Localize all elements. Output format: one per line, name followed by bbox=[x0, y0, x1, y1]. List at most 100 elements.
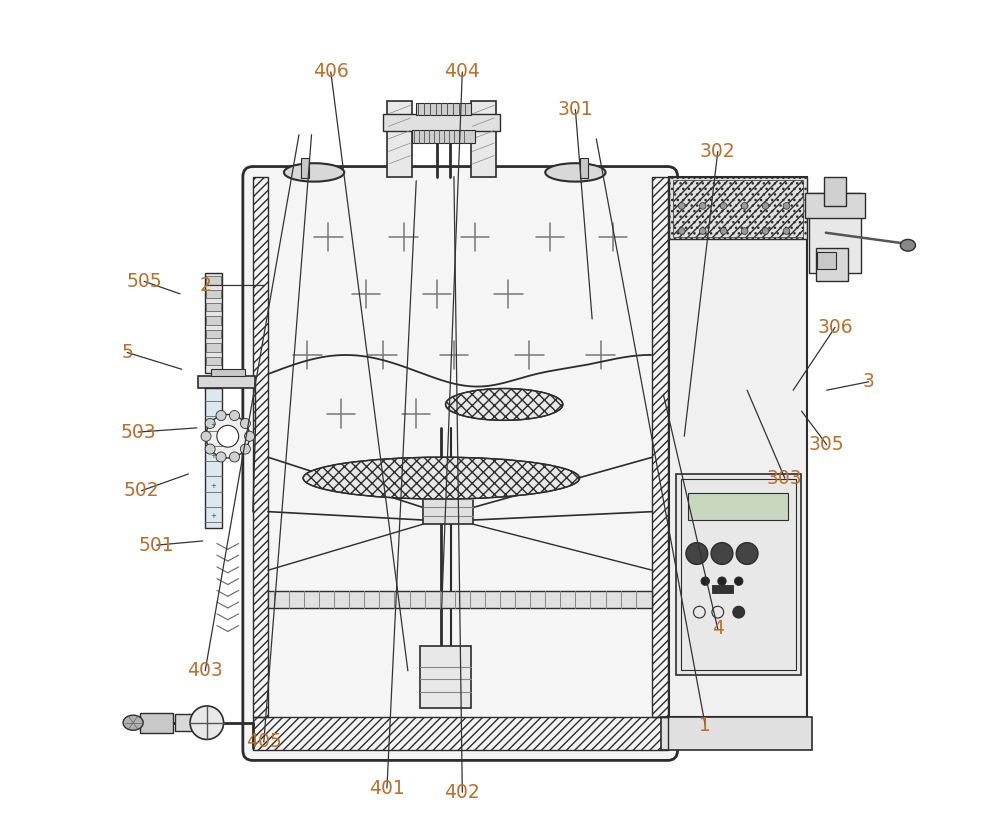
Bar bbox=[661, 717, 812, 750]
Bar bbox=[673, 180, 803, 237]
Text: 404: 404 bbox=[444, 62, 480, 81]
Bar bbox=[253, 176, 268, 717]
Bar bbox=[688, 493, 788, 520]
Bar bbox=[253, 717, 668, 750]
Circle shape bbox=[205, 444, 215, 454]
Bar bbox=[824, 176, 846, 206]
Circle shape bbox=[216, 410, 226, 420]
Bar bbox=[206, 330, 221, 338]
Circle shape bbox=[229, 452, 240, 462]
Bar bbox=[387, 102, 412, 176]
Bar bbox=[268, 591, 652, 608]
Bar bbox=[412, 130, 475, 143]
Bar bbox=[211, 369, 245, 376]
Bar bbox=[580, 159, 588, 178]
Text: 502: 502 bbox=[124, 482, 159, 500]
Circle shape bbox=[201, 431, 211, 441]
Bar bbox=[423, 491, 473, 524]
Ellipse shape bbox=[123, 715, 143, 730]
Bar bbox=[416, 103, 471, 116]
Bar bbox=[205, 388, 222, 529]
Text: 301: 301 bbox=[558, 100, 593, 119]
Circle shape bbox=[699, 227, 706, 234]
Circle shape bbox=[711, 543, 733, 565]
Text: +: + bbox=[211, 422, 216, 429]
Bar bbox=[205, 273, 222, 373]
Bar bbox=[669, 176, 807, 239]
Circle shape bbox=[783, 227, 790, 234]
Circle shape bbox=[229, 410, 240, 420]
Circle shape bbox=[736, 543, 758, 565]
Text: 2: 2 bbox=[199, 276, 211, 295]
Bar bbox=[253, 717, 668, 750]
Circle shape bbox=[718, 577, 726, 586]
Text: 503: 503 bbox=[120, 423, 156, 441]
Bar bbox=[383, 114, 500, 131]
Circle shape bbox=[217, 425, 239, 447]
Text: 405: 405 bbox=[246, 732, 282, 752]
Circle shape bbox=[678, 227, 685, 234]
Bar bbox=[676, 474, 801, 675]
Text: +: + bbox=[211, 452, 216, 459]
Circle shape bbox=[720, 227, 727, 234]
Circle shape bbox=[741, 227, 748, 234]
Text: 406: 406 bbox=[313, 62, 349, 81]
Bar bbox=[301, 159, 309, 178]
Circle shape bbox=[720, 202, 727, 209]
Bar bbox=[206, 303, 221, 311]
Text: 305: 305 bbox=[809, 435, 844, 454]
Bar bbox=[805, 193, 865, 218]
Circle shape bbox=[686, 543, 708, 565]
Bar bbox=[420, 646, 471, 708]
Text: 403: 403 bbox=[187, 661, 223, 680]
Bar bbox=[816, 248, 848, 281]
Circle shape bbox=[190, 706, 224, 739]
Circle shape bbox=[245, 431, 255, 441]
Text: 5: 5 bbox=[121, 343, 133, 362]
Bar bbox=[206, 357, 221, 365]
Bar bbox=[175, 714, 207, 731]
Text: 303: 303 bbox=[767, 469, 803, 487]
Bar bbox=[253, 176, 268, 717]
Bar bbox=[712, 585, 733, 593]
Text: 302: 302 bbox=[700, 142, 736, 161]
Bar bbox=[652, 176, 668, 717]
FancyBboxPatch shape bbox=[243, 166, 678, 760]
Circle shape bbox=[240, 419, 250, 429]
Bar bbox=[809, 193, 861, 273]
Circle shape bbox=[783, 202, 790, 209]
Ellipse shape bbox=[900, 239, 915, 251]
Circle shape bbox=[741, 202, 748, 209]
Text: 501: 501 bbox=[139, 535, 174, 555]
Bar bbox=[206, 289, 221, 298]
Circle shape bbox=[240, 444, 250, 454]
Circle shape bbox=[206, 414, 250, 458]
Ellipse shape bbox=[284, 164, 344, 181]
Bar bbox=[681, 479, 796, 670]
Bar bbox=[652, 176, 668, 717]
Ellipse shape bbox=[303, 457, 580, 499]
Circle shape bbox=[762, 202, 769, 209]
Text: 1: 1 bbox=[699, 716, 711, 735]
Text: 401: 401 bbox=[369, 779, 405, 798]
Text: 4: 4 bbox=[712, 619, 724, 638]
Bar bbox=[198, 376, 255, 388]
Bar bbox=[206, 276, 221, 284]
Circle shape bbox=[699, 202, 706, 209]
Bar bbox=[140, 712, 173, 732]
Bar bbox=[471, 102, 496, 176]
Text: 3: 3 bbox=[863, 373, 874, 391]
Bar bbox=[669, 176, 807, 717]
Circle shape bbox=[733, 607, 745, 618]
Circle shape bbox=[205, 419, 215, 429]
Bar bbox=[206, 316, 221, 325]
Bar bbox=[817, 252, 836, 268]
Text: 306: 306 bbox=[817, 318, 853, 337]
Bar bbox=[206, 343, 221, 352]
Circle shape bbox=[735, 577, 743, 586]
Text: 505: 505 bbox=[126, 272, 162, 291]
Circle shape bbox=[762, 227, 769, 234]
Circle shape bbox=[701, 577, 709, 586]
Ellipse shape bbox=[446, 388, 563, 420]
Text: +: + bbox=[211, 482, 216, 488]
